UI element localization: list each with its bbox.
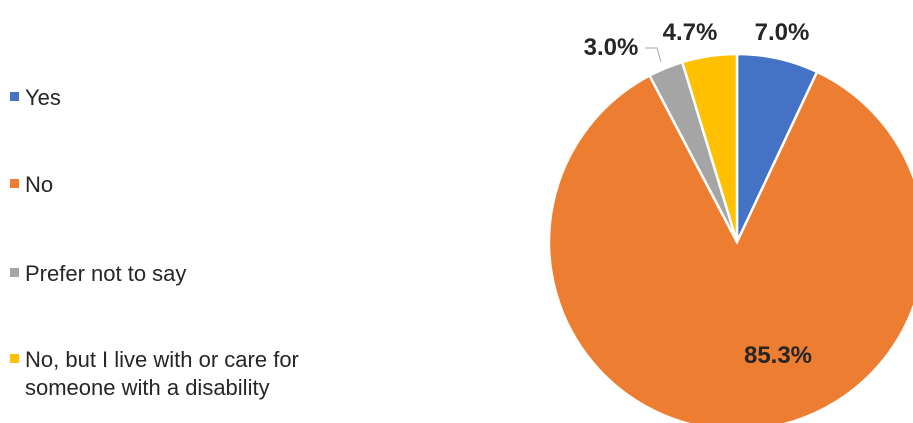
data-labels: 7.0% 85.3% 3.0% 4.7% bbox=[584, 19, 812, 369]
data-label-3: 4.7% bbox=[663, 19, 718, 46]
data-label-1: 85.3% bbox=[744, 342, 812, 369]
data-label-0: 7.0% bbox=[755, 19, 810, 46]
legend-swatch-care-for-someone bbox=[10, 354, 19, 363]
pie-slices bbox=[547, 52, 913, 423]
pie-slice-3 bbox=[680, 52, 739, 243]
legend-swatch-prefer-not-to-say bbox=[10, 268, 19, 277]
legend-label-prefer-not-to-say: Prefer not to say bbox=[25, 261, 187, 286]
legend-item-prefer-not-to-say: Prefer not to say bbox=[10, 260, 355, 288]
legend-item-care-for-someone: No, but I live with or care for someone … bbox=[10, 346, 355, 402]
legend-item-no: No bbox=[10, 171, 355, 199]
leader-line-prefer-not-to-say bbox=[645, 47, 662, 63]
legend-swatch-no bbox=[10, 179, 19, 188]
data-label-2: 3.0% bbox=[584, 34, 639, 61]
pie-slice-1 bbox=[547, 70, 913, 423]
legend-label-care-for-someone: No, but I live with or care for someone … bbox=[25, 347, 299, 400]
legend-label-yes: Yes bbox=[25, 85, 61, 110]
legend-swatch-yes bbox=[10, 92, 19, 101]
legend-label-no: No bbox=[25, 172, 54, 197]
legend-item-yes: Yes bbox=[10, 84, 355, 112]
legend: Yes No Prefer not to say No, but I live … bbox=[10, 84, 355, 402]
leader-lines bbox=[645, 47, 662, 63]
